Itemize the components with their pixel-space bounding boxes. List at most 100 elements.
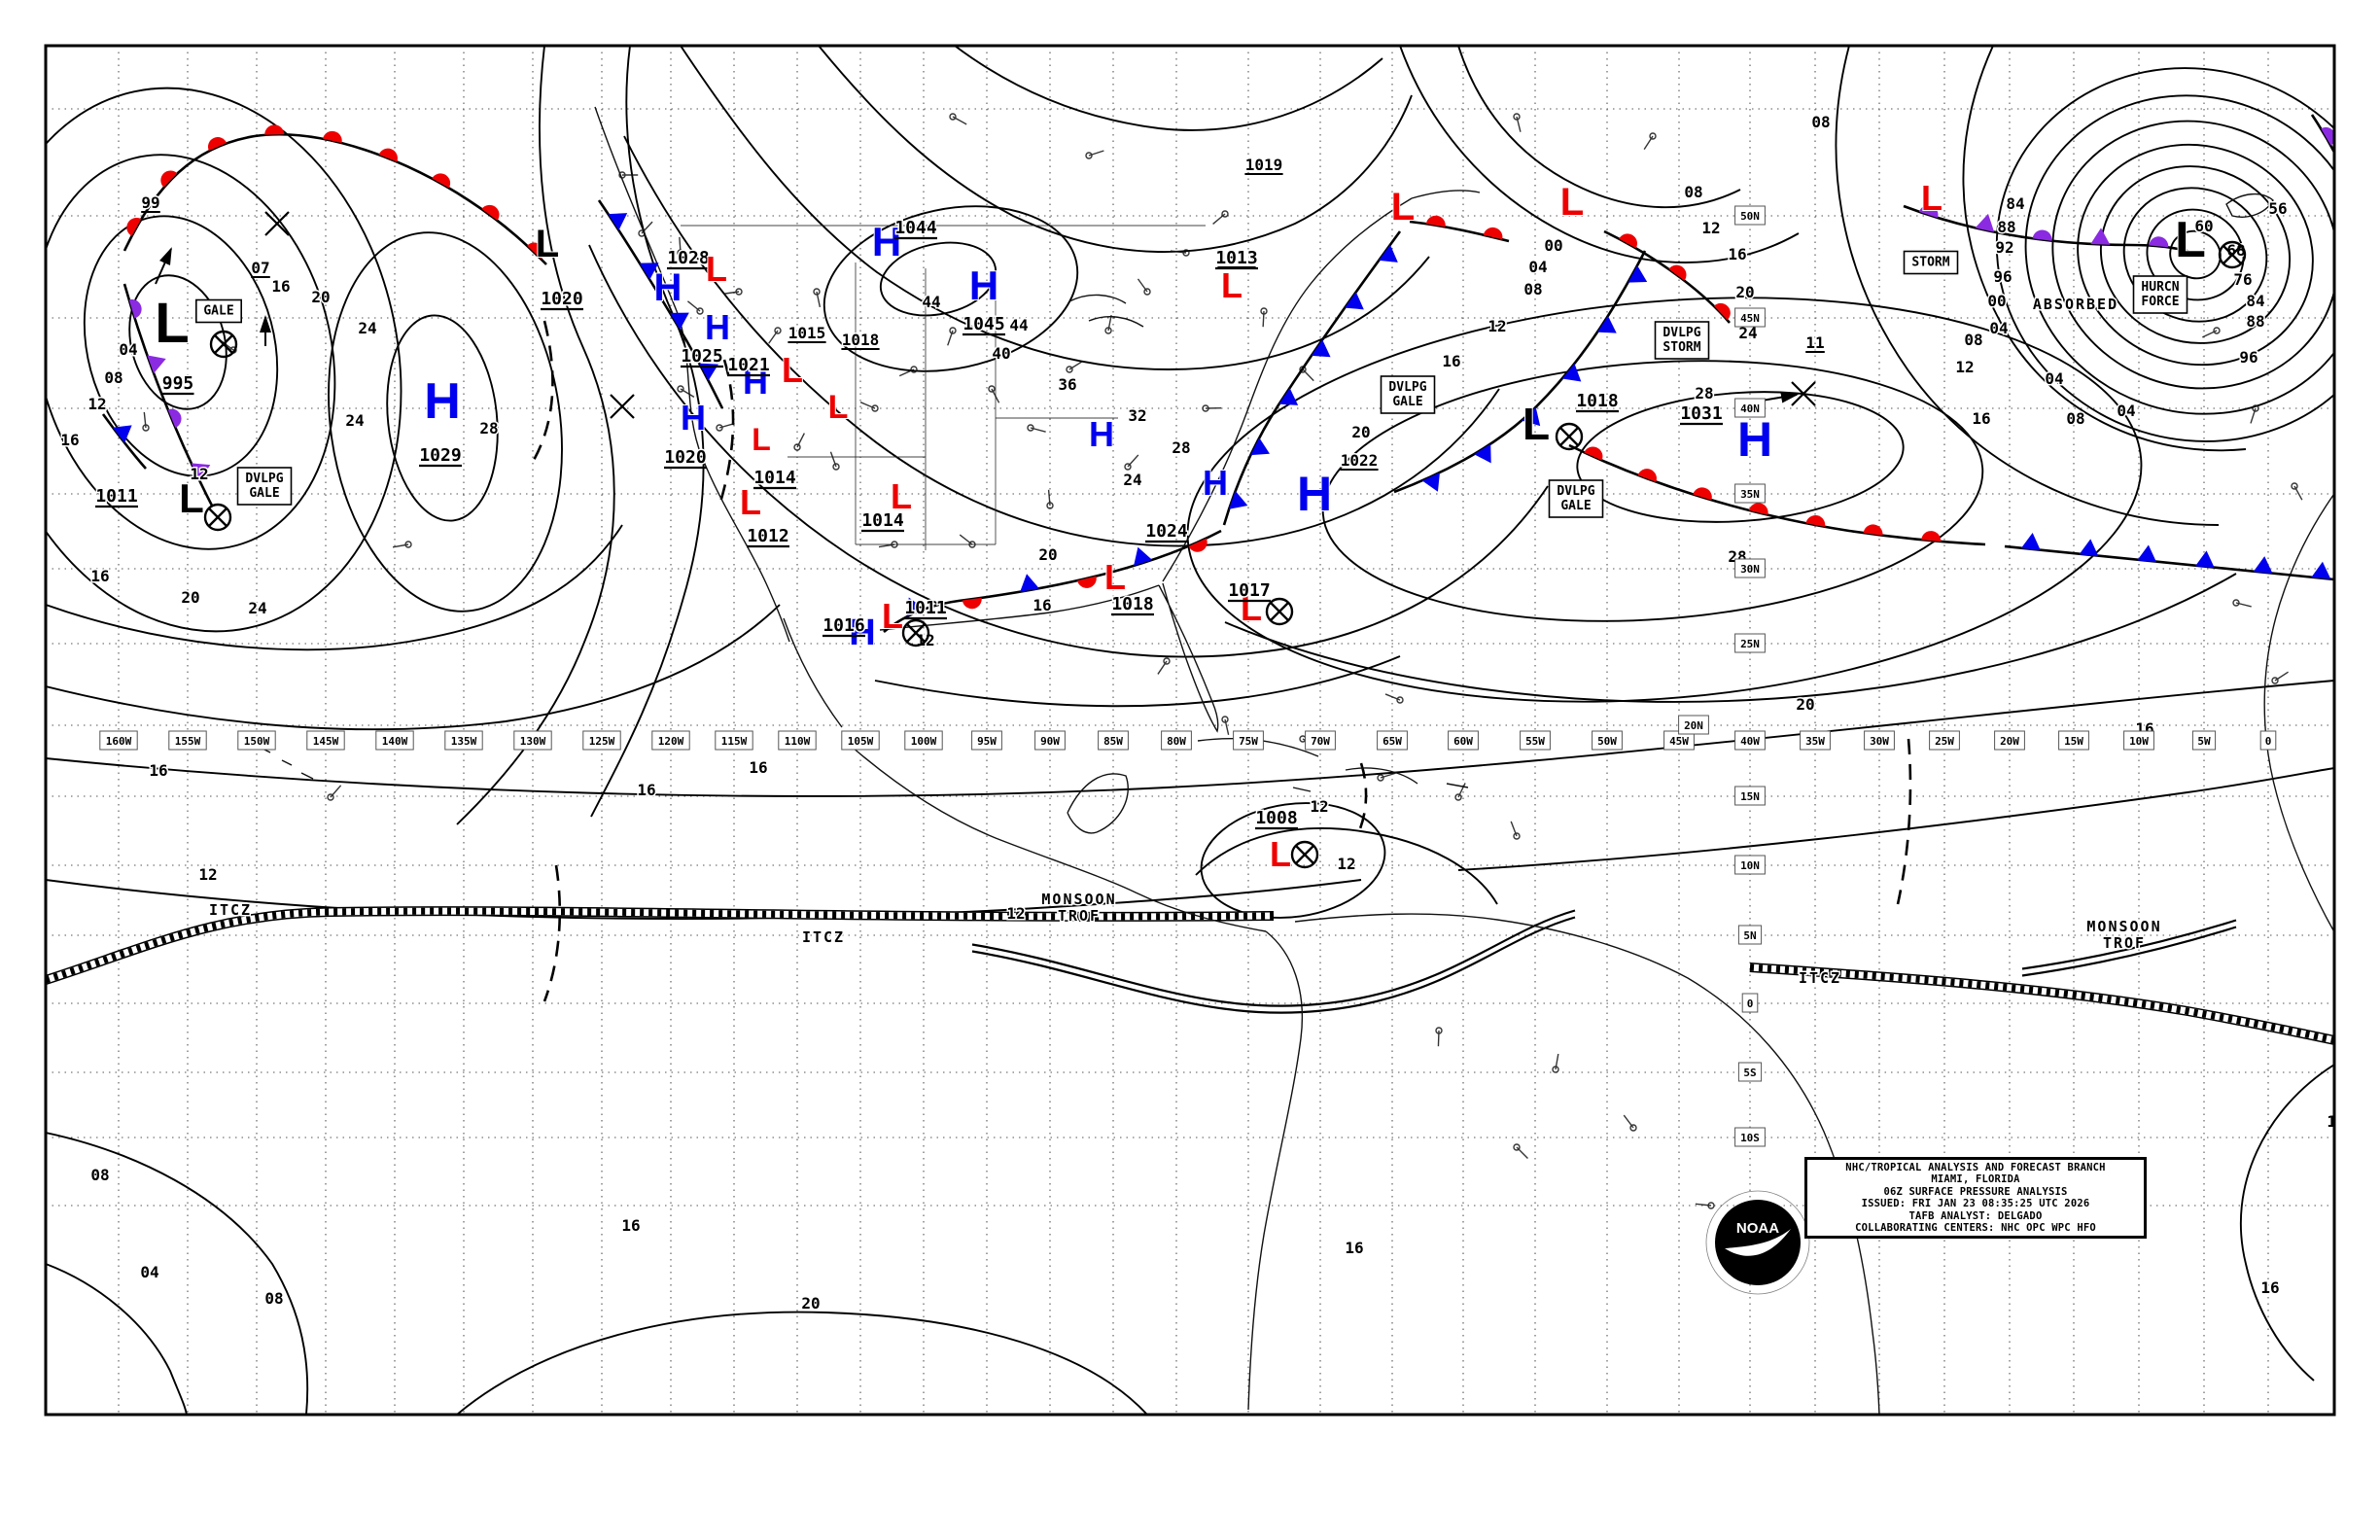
coastline [2337, 290, 2380, 432]
isobar [954, 46, 1383, 131]
station-plot [1435, 1027, 1443, 1047]
warm-front-pip [1619, 233, 1637, 249]
cold-front-pip [1228, 490, 1248, 509]
station-plot [1623, 1114, 1637, 1132]
isobar [1200, 802, 1386, 919]
station-plot [1046, 489, 1054, 509]
station-plot [327, 785, 342, 801]
central-pressure-value: 1020 [664, 447, 706, 468]
lon-label-35W: 35W [1800, 730, 1831, 751]
lat-label-5N: 5N [1737, 925, 1763, 945]
low-center-symbol: L [1241, 588, 1262, 628]
occluded-front [1903, 204, 2200, 257]
cold-front [101, 413, 147, 470]
pressure-center-L: L [705, 248, 728, 290]
central-pressure-value: 1021 [727, 355, 769, 375]
coastline [851, 746, 1267, 932]
monsoon-trough-line [2021, 926, 2237, 977]
isobar [2077, 143, 2314, 367]
station-plot [1157, 657, 1171, 675]
lon-label-5W: 5W [2191, 730, 2217, 751]
coastline [1247, 930, 1304, 1411]
warm-front-pip [1748, 503, 1768, 515]
contour-label: 76 [2233, 270, 2252, 289]
warm-front-pip [1693, 487, 1712, 501]
monsoon-trough-line [971, 916, 1576, 1014]
svg-text:45W: 45W [1669, 735, 1689, 748]
warm-front [1568, 443, 1986, 546]
isobar [46, 154, 336, 550]
lon-label-95W: 95W [971, 730, 1002, 751]
feature-box-text: DVLPG [1557, 484, 1594, 499]
low-center-symbol: L [179, 475, 204, 521]
lon-label-80W: 80W [1161, 730, 1192, 751]
station-plot [1170, 249, 1190, 257]
annotation-trof: TROF [1058, 907, 1101, 925]
trough-line [718, 359, 735, 507]
isobar [2099, 165, 2292, 344]
contour-label: 04 [2045, 369, 2063, 388]
contour-label: 16 [621, 1216, 640, 1235]
annotation-itcz: ITCZ [209, 901, 252, 919]
pressure-center-H-1020: H 1020 [663, 397, 708, 470]
center-fix-icon [1290, 840, 1319, 869]
station-plots [142, 113, 2303, 1276]
isobar [2122, 187, 2268, 323]
warm-front-pip [128, 298, 142, 319]
cold-front-line [1222, 230, 1402, 526]
cold-front-pip [670, 312, 689, 330]
contour-label: 04 [119, 340, 137, 359]
svg-text:65W: 65W [1382, 735, 1402, 748]
warm-front-pip [1918, 204, 1939, 219]
low-center-symbol: L [882, 596, 903, 636]
lon-label-75W: 75W [1233, 730, 1264, 751]
cold-front-pip [906, 597, 925, 617]
station-plot [716, 422, 735, 432]
isobar [1224, 573, 2237, 703]
low-center-symbol: L [752, 422, 771, 457]
central-pressure-value: 1014 [753, 468, 796, 488]
low-center-symbol: L [2175, 212, 2206, 268]
lon-label-50W: 50W [1592, 730, 1623, 751]
pressure-center-L-1020: L 1020 [535, 222, 584, 311]
central-pressure-value: 1024 [1145, 521, 1188, 542]
isobar [2024, 94, 2334, 415]
center-fix-icon [901, 618, 930, 648]
central-pressure-value: 1011 [904, 598, 946, 618]
lon-label-145W: 145W [306, 730, 345, 751]
occluded-front-line [2310, 114, 2334, 156]
station-plot [638, 221, 653, 237]
contour-label: 04 [1528, 258, 1547, 276]
central-pressure-value: 1029 [419, 445, 461, 466]
contour-label: 07 [251, 259, 269, 277]
isobars [46, 46, 2334, 1415]
lon-label-20W: 20W [1994, 730, 2025, 751]
lon-label-120W: 120W [651, 730, 690, 751]
svg-text:35W: 35W [1805, 735, 1825, 748]
coastline [1294, 913, 1880, 1415]
pressure-center-L-1018: L 1018 [1522, 390, 1620, 451]
monsoon-trough-line [971, 909, 1576, 1007]
isobar [623, 135, 1500, 547]
itcz-band-hatch [1749, 963, 2334, 1044]
contour-label: 24 [345, 411, 364, 430]
cold-front [1393, 250, 1648, 494]
svg-text:135W: 135W [451, 735, 477, 748]
x-mark-icon [610, 394, 635, 419]
lat-label-0: 0 [1741, 993, 1759, 1013]
info-product: 06Z SURFACE PRESSURE ANALYSIS [1883, 1185, 2068, 1198]
contour-label: 08 [1964, 331, 1982, 349]
isobar [588, 244, 1549, 658]
lon-label-15W: 15W [2058, 730, 2089, 751]
coastline [1162, 197, 1413, 582]
coastline [2263, 492, 2334, 934]
isobar [46, 1263, 188, 1415]
coastline [2225, 193, 2274, 218]
